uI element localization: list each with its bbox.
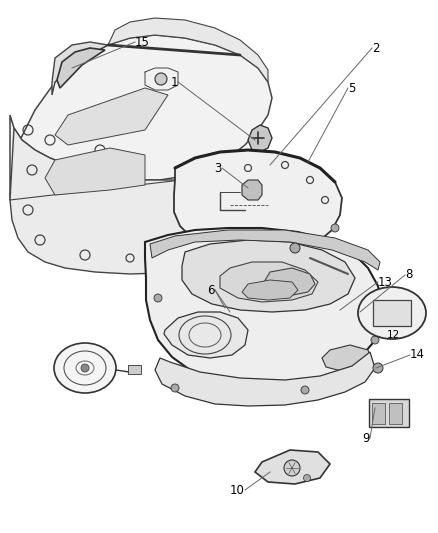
Text: 9: 9 — [362, 432, 369, 445]
Polygon shape — [219, 262, 317, 302]
Polygon shape — [45, 148, 145, 195]
FancyBboxPatch shape — [372, 402, 385, 424]
Polygon shape — [164, 312, 247, 358]
Polygon shape — [57, 48, 105, 88]
Text: 2: 2 — [371, 42, 378, 54]
Circle shape — [370, 336, 378, 344]
Polygon shape — [155, 352, 374, 406]
Polygon shape — [241, 180, 261, 200]
Circle shape — [155, 73, 166, 85]
Polygon shape — [150, 230, 379, 270]
Text: 1: 1 — [170, 76, 177, 88]
Text: 8: 8 — [404, 269, 411, 281]
Text: 3: 3 — [214, 161, 222, 174]
Text: 13: 13 — [377, 276, 392, 288]
Text: 10: 10 — [230, 483, 244, 497]
Ellipse shape — [357, 287, 425, 339]
Circle shape — [283, 460, 299, 476]
Text: 6: 6 — [207, 284, 215, 296]
Polygon shape — [55, 88, 168, 145]
Text: 12: 12 — [385, 330, 399, 340]
Polygon shape — [10, 35, 272, 200]
Circle shape — [303, 474, 310, 481]
Circle shape — [81, 364, 89, 372]
Circle shape — [330, 224, 338, 232]
Circle shape — [372, 363, 382, 373]
Text: 5: 5 — [347, 82, 355, 94]
Polygon shape — [182, 240, 354, 312]
Polygon shape — [247, 125, 272, 152]
Polygon shape — [263, 268, 314, 296]
Polygon shape — [173, 150, 341, 256]
FancyBboxPatch shape — [128, 365, 141, 374]
Circle shape — [300, 386, 308, 394]
Polygon shape — [241, 280, 297, 300]
FancyBboxPatch shape — [372, 300, 410, 326]
Circle shape — [171, 384, 179, 392]
Polygon shape — [321, 345, 371, 372]
Text: 14: 14 — [409, 349, 424, 361]
Polygon shape — [108, 18, 267, 82]
Polygon shape — [254, 450, 329, 484]
FancyBboxPatch shape — [389, 402, 402, 424]
Text: 15: 15 — [135, 36, 149, 49]
FancyBboxPatch shape — [368, 399, 408, 427]
Circle shape — [154, 294, 162, 302]
Ellipse shape — [54, 343, 116, 393]
Circle shape — [290, 243, 299, 253]
Polygon shape — [145, 228, 381, 387]
Polygon shape — [10, 128, 249, 274]
Polygon shape — [52, 42, 108, 95]
